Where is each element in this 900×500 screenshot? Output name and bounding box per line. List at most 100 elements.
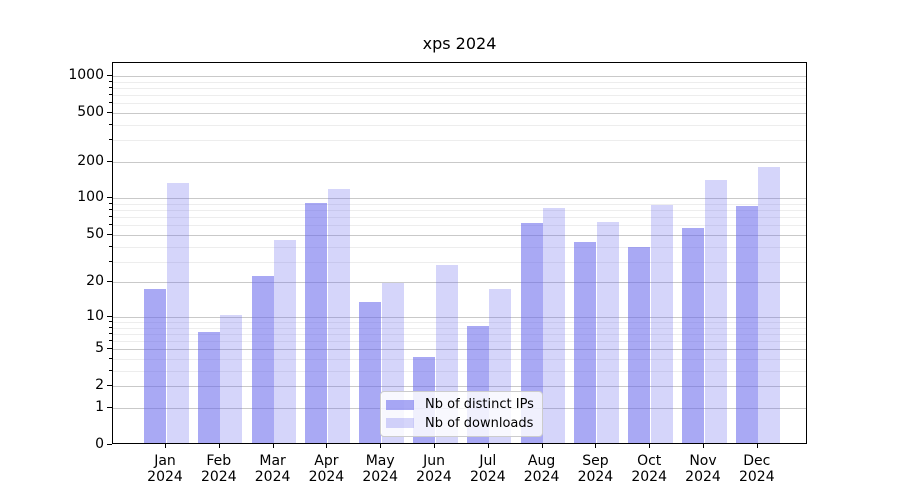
y-axis-tick-label: 1 xyxy=(95,398,104,415)
x-axis-tick xyxy=(595,444,597,448)
y-axis-minor-tick xyxy=(109,94,112,95)
y-axis-minor-tick xyxy=(109,86,112,88)
gridline-major xyxy=(113,198,806,200)
x-axis-tick-label: Nov 2024 xyxy=(685,453,721,485)
gridline-minor xyxy=(113,246,806,248)
bar-distinct-ips xyxy=(251,275,274,443)
y-axis-minor-tick xyxy=(109,340,112,342)
y-axis-tick-label: 2 xyxy=(95,377,104,394)
y-axis-minor-tick xyxy=(109,123,112,125)
y-axis-tick xyxy=(107,160,112,162)
plot-area xyxy=(112,62,807,444)
gridline-minor xyxy=(113,210,806,212)
y-axis-minor-tick xyxy=(109,326,112,328)
gridline-minor xyxy=(113,87,806,89)
bar-distinct-ips xyxy=(682,228,704,443)
x-axis-tick-label: Oct 2024 xyxy=(631,453,667,485)
bar-distinct-ips xyxy=(574,242,597,443)
y-axis-tick xyxy=(107,406,112,408)
gridline-major xyxy=(113,234,806,236)
y-axis-tick-label: 500 xyxy=(77,103,104,120)
y-axis-tick xyxy=(107,74,112,76)
y-axis-minor-tick xyxy=(109,245,112,247)
gridline-minor xyxy=(113,327,806,329)
gridline-major xyxy=(113,112,806,114)
x-axis-tick-label: Mar 2024 xyxy=(254,453,291,485)
bar-downloads xyxy=(704,179,727,443)
y-axis-minor-tick xyxy=(109,321,112,322)
bar-distinct-ips xyxy=(197,331,220,443)
y-axis-minor-tick xyxy=(109,224,112,226)
y-axis-minor-tick xyxy=(109,209,112,211)
bar-downloads xyxy=(543,207,566,443)
x-axis-tick xyxy=(703,444,704,448)
gridline-minor xyxy=(113,217,806,219)
gridline-major xyxy=(113,349,806,351)
bar-downloads xyxy=(327,189,350,443)
bar-distinct-ips xyxy=(628,247,651,443)
x-axis-tick xyxy=(272,444,274,448)
bar-downloads xyxy=(596,221,619,443)
bar-distinct-ips xyxy=(305,202,328,443)
x-axis-tick-label: Jul 2024 xyxy=(469,453,506,485)
y-axis-tick-label: 20 xyxy=(86,273,104,290)
y-axis-tick-label: 200 xyxy=(77,152,104,169)
y-axis-tick xyxy=(107,385,112,387)
gridline-major xyxy=(113,386,806,388)
legend-entry: Nb of downloads xyxy=(386,416,536,431)
x-axis-tick-label: Apr 2024 xyxy=(308,453,345,485)
y-axis-minor-tick xyxy=(109,139,112,141)
x-axis-tick xyxy=(218,444,220,448)
bar-distinct-ips xyxy=(359,302,382,443)
bar-downloads xyxy=(274,239,297,443)
y-axis-minor-tick xyxy=(109,102,112,104)
gridline-minor xyxy=(113,103,806,105)
x-axis-tick xyxy=(487,444,489,448)
gridline-minor xyxy=(113,359,806,361)
x-axis-tick xyxy=(649,444,651,448)
gridline-minor xyxy=(113,333,806,335)
y-axis-minor-tick xyxy=(109,216,112,218)
gridline-minor xyxy=(113,140,806,142)
y-axis-minor-tick xyxy=(109,369,112,371)
x-axis-tick xyxy=(756,444,758,448)
y-axis-tick xyxy=(107,111,112,113)
bar-distinct-ips xyxy=(520,223,543,443)
y-axis-tick-label: 50 xyxy=(86,225,104,242)
gridline-minor xyxy=(113,124,806,126)
x-axis-tick xyxy=(541,444,543,448)
y-axis-tick xyxy=(107,348,112,350)
legend-label: Nb of distinct IPs xyxy=(425,397,534,413)
gridline-minor xyxy=(113,225,806,227)
gridline-minor xyxy=(113,95,806,96)
gridline-major xyxy=(113,316,806,318)
y-axis-tick xyxy=(107,197,112,199)
x-axis-tick-label: Sep 2024 xyxy=(577,453,614,485)
y-axis-tick-label: 5 xyxy=(95,340,104,357)
gridline-minor xyxy=(113,370,806,372)
gridline-minor xyxy=(113,204,806,206)
y-axis-tick xyxy=(107,281,112,283)
y-axis-tick-label: 1000 xyxy=(68,66,104,83)
bar-downloads xyxy=(166,182,189,443)
x-axis-tick xyxy=(380,444,382,448)
legend-entry: Nb of distinct IPs xyxy=(386,397,536,412)
bar-downloads xyxy=(220,314,243,443)
bar-distinct-ips xyxy=(735,205,758,443)
y-axis-tick-label: 0 xyxy=(95,436,104,452)
y-axis-tick xyxy=(107,315,112,317)
gridline-major xyxy=(113,75,806,77)
legend: Nb of distinct IPs Nb of downloads xyxy=(380,391,543,437)
y-axis-minor-tick xyxy=(109,80,112,82)
gridline-minor xyxy=(113,322,806,323)
y-axis-minor-tick xyxy=(109,203,112,205)
x-axis-tick-label: Jan 2024 xyxy=(147,453,183,485)
chart-title: xps 2024 xyxy=(422,34,497,53)
gridline-minor xyxy=(113,341,806,343)
x-axis-tick-label: Feb 2024 xyxy=(200,453,237,485)
x-axis-tick-label: Aug 2024 xyxy=(523,453,560,485)
x-axis-tick xyxy=(434,444,435,448)
x-axis-tick xyxy=(326,444,328,448)
x-axis-tick-label: May 2024 xyxy=(362,453,398,485)
